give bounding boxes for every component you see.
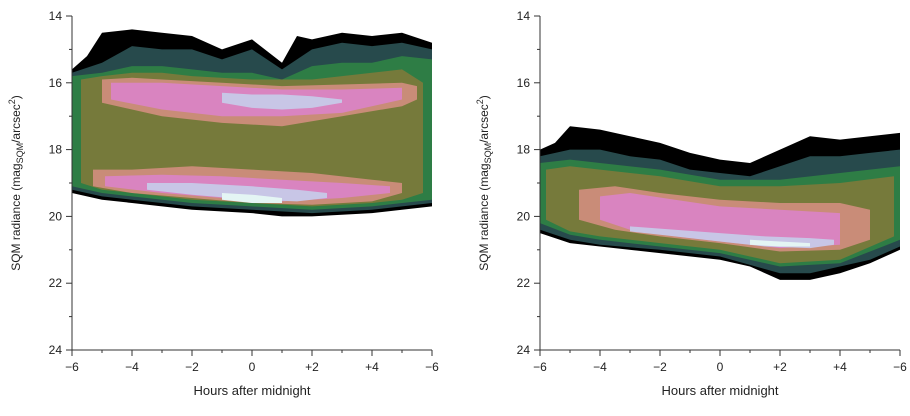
y-label-tail: /arcsec	[477, 104, 491, 143]
density-band-8	[222, 92, 342, 110]
y-label-superscript: 2	[475, 99, 485, 104]
x-tick-label: −6	[533, 360, 547, 374]
y-label-subscript: SQM	[483, 143, 493, 164]
y-tick-label: 14	[517, 9, 531, 23]
x-tick-label: −2	[185, 360, 199, 374]
x-tick-label: −6	[65, 360, 79, 374]
y-tick-label: 24	[49, 343, 63, 357]
y-tick-label: 14	[49, 9, 63, 23]
x-tick-label: 0	[717, 360, 724, 374]
density-band-10	[222, 193, 282, 203]
x-axis-label: Hours after midnight	[193, 383, 310, 398]
x-tick-label: −2	[653, 360, 667, 374]
x-tick-label: +4	[365, 360, 379, 374]
y-label-close: )	[9, 95, 23, 99]
y-axis-label: SQM radiance (magSQM/arcsec2)	[7, 95, 25, 271]
y-label-superscript: 2	[7, 99, 17, 104]
y-tick-label: 18	[517, 143, 531, 157]
x-tick-label: −6	[425, 360, 439, 374]
y-axis-label: SQM radiance (magSQM/arcsec2)	[475, 95, 493, 271]
y-tick-label: 22	[517, 276, 531, 290]
x-tick-label: −4	[125, 360, 139, 374]
y-label-main: SQM radiance (mag	[477, 163, 491, 270]
y-tick-label: 24	[517, 343, 531, 357]
x-tick-label: −6	[893, 360, 907, 374]
x-tick-label: +2	[773, 360, 787, 374]
y-label-main: SQM radiance (mag	[9, 163, 23, 270]
x-tick-label: 0	[249, 360, 256, 374]
y-tick-label: 20	[49, 209, 63, 223]
x-tick-label: −4	[593, 360, 607, 374]
density-band-7	[750, 239, 810, 247]
y-tick-label: 22	[49, 276, 63, 290]
x-axis-label: Hours after midnight	[661, 383, 778, 398]
y-tick-label: 16	[517, 76, 531, 90]
density-band-9	[147, 183, 327, 202]
y-label-close: )	[477, 95, 491, 99]
density-bands	[72, 29, 432, 217]
y-label-subscript: SQM	[15, 143, 25, 164]
density-bands	[540, 126, 900, 280]
y-tick-label: 18	[49, 143, 63, 157]
y-tick-label: 20	[517, 209, 531, 223]
x-tick-label: +4	[833, 360, 847, 374]
density-band-5	[600, 193, 840, 249]
x-tick-label: +2	[305, 360, 319, 374]
y-label-tail: /arcsec	[9, 104, 23, 143]
y-tick-label: 16	[49, 76, 63, 90]
